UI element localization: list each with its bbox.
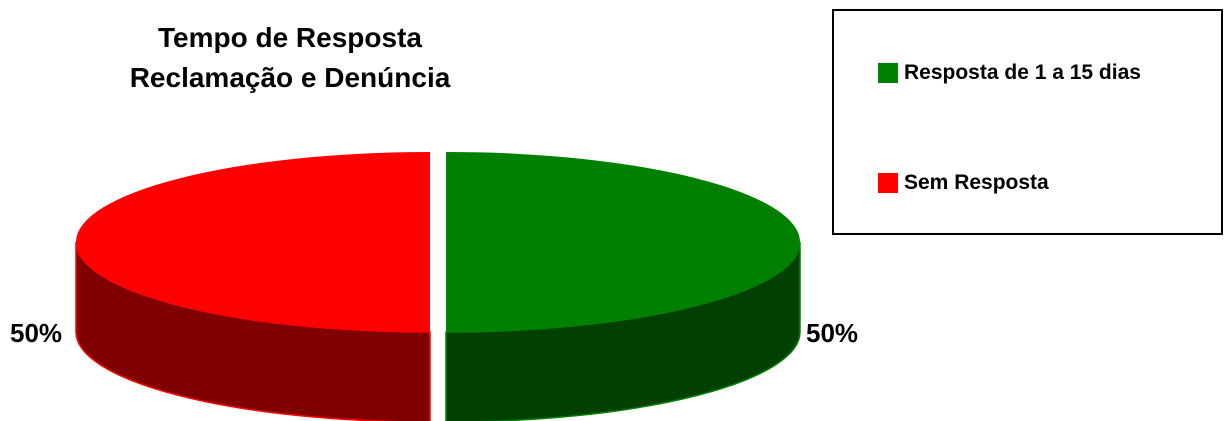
chart-title-line-2: Reclamação e Denúncia [129, 62, 451, 93]
chart-title: Tempo de Resposta Reclamação e Denúncia [80, 18, 500, 98]
legend-label: Sem Resposta [904, 171, 1049, 194]
legend-swatch-green [878, 63, 898, 83]
legend-swatch-red [878, 173, 898, 193]
legend-item-resposta-1-15: Resposta de 1 a 15 dias [878, 61, 1141, 85]
chart-title-line-1: Tempo de Resposta [158, 22, 422, 53]
pie-slice-top-sem-resposta [76, 152, 430, 332]
slice-label-sem-resposta: 50% [10, 318, 63, 348]
slice-label-resposta-1-15: 50% [806, 318, 859, 348]
legend-item-sem-resposta: Sem Resposta [878, 171, 1049, 195]
chart-legend: Resposta de 1 a 15 dias Sem Resposta [832, 9, 1223, 235]
pie-slices [75, 152, 801, 421]
pie-slice-top-resposta-1-15 [446, 152, 800, 332]
legend-label: Resposta de 1 a 15 dias [904, 61, 1141, 84]
